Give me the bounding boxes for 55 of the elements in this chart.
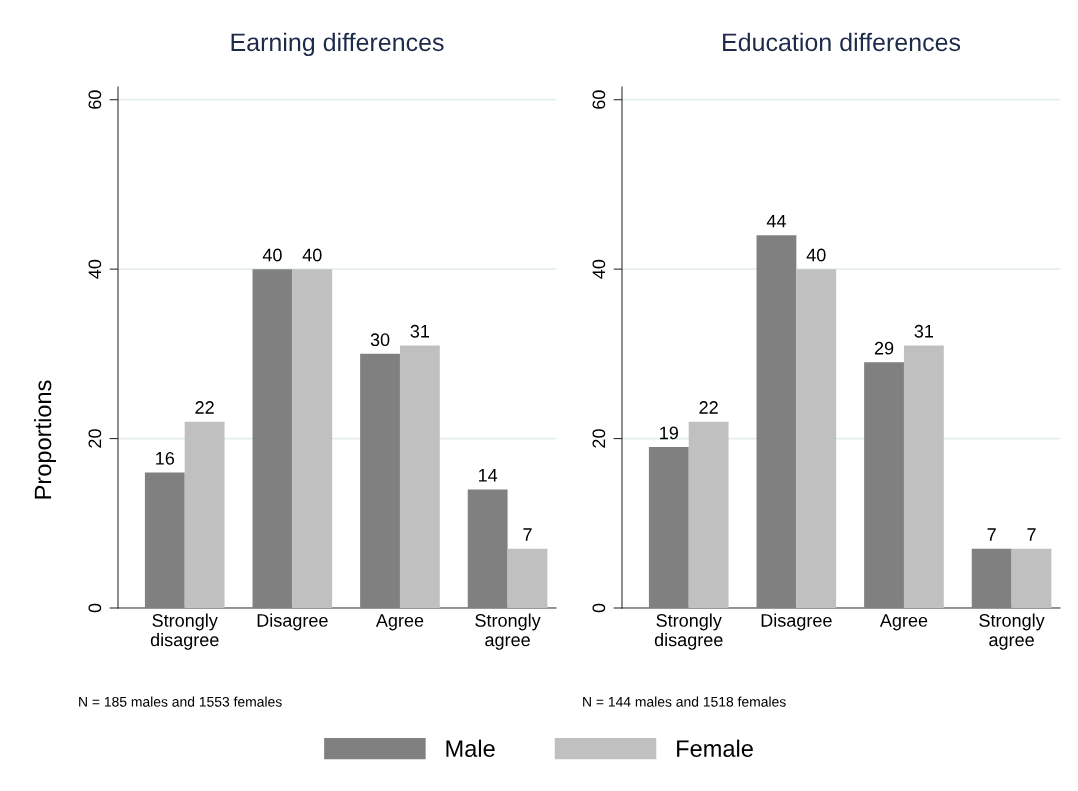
- bar: [252, 269, 293, 608]
- bar: [144, 472, 185, 608]
- x-tick-label: Strongly disagree: [654, 613, 723, 650]
- data-label: 22: [195, 401, 214, 414]
- bar: [467, 489, 508, 608]
- y-axis-title: Proportions: [34, 380, 57, 499]
- data-label: 7: [987, 528, 996, 541]
- data-label: 40: [806, 248, 826, 262]
- x-tick-label: Strongly disagree: [150, 613, 219, 650]
- legend-label: Female: [677, 739, 753, 757]
- y-tick-label: 20: [88, 429, 102, 448]
- y-tick-label: 40: [592, 259, 606, 279]
- bar: [756, 235, 797, 608]
- data-label: 44: [766, 214, 786, 228]
- data-label: 7: [523, 528, 532, 541]
- y-tick-label: 60: [88, 90, 102, 109]
- x-tick-label: Strongly agree: [979, 613, 1045, 650]
- bar: [903, 345, 944, 608]
- text: N = 144 males and 1518 females: [583, 696, 786, 707]
- text: N = 185 males and 1553 females: [79, 696, 282, 707]
- x-tick-label: Disagree: [761, 613, 832, 631]
- bar: [507, 548, 548, 608]
- y-tick-label: 60: [592, 90, 606, 109]
- bar: [184, 421, 225, 608]
- bar: [796, 269, 837, 608]
- chart-title: Earning differences: [231, 32, 444, 57]
- data-label: 40: [302, 248, 322, 262]
- x-tick-label: Strongly agree: [475, 613, 541, 650]
- bar: [292, 269, 333, 608]
- data-label: 19: [660, 426, 678, 440]
- bar: [360, 353, 400, 608]
- y-tick-label: 40: [88, 259, 102, 279]
- data-label: 40: [262, 248, 282, 262]
- data-label: 16: [156, 451, 175, 465]
- x-tick-label: Disagree: [257, 613, 328, 631]
- bar: [971, 548, 1012, 608]
- x-tick-label: Agree: [879, 614, 928, 631]
- data-label: 31: [410, 324, 430, 338]
- data-label: 14: [479, 469, 498, 482]
- bar: [688, 421, 729, 608]
- data-label: 30: [370, 333, 390, 347]
- y-tick-label: 0: [592, 603, 606, 613]
- data-label: 29: [874, 341, 894, 355]
- bar: [1011, 548, 1052, 608]
- bar: [864, 362, 904, 608]
- x-tick-label: Agree: [375, 614, 424, 631]
- bar: [648, 447, 689, 608]
- chart-title: Education differences: [723, 32, 961, 52]
- y-tick-label: 0: [88, 603, 102, 613]
- y-tick-label: 20: [592, 429, 606, 448]
- bar: [399, 345, 440, 608]
- data-label: 7: [1027, 528, 1036, 541]
- data-label: 22: [699, 401, 718, 414]
- data-label: 31: [914, 324, 934, 338]
- legend-label: Male: [446, 739, 495, 757]
